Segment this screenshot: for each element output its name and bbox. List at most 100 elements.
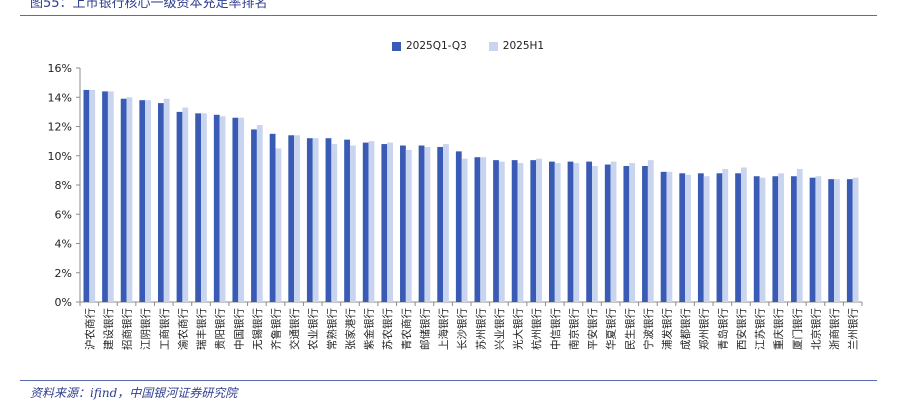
bar-series1 xyxy=(325,138,332,302)
bar-series2 xyxy=(629,163,636,302)
chart-legend: 2025Q1-Q3 2025H1 xyxy=(392,40,566,52)
bar-series1 xyxy=(697,173,704,302)
bar-series2 xyxy=(666,171,673,302)
bar-series2 xyxy=(852,177,859,302)
x-tick-label: 南京银行 xyxy=(567,308,580,350)
bar-series2 xyxy=(722,168,729,302)
y-tick-label: 14% xyxy=(48,91,72,104)
bar-series2 xyxy=(349,145,356,302)
x-tick-label: 西安银行 xyxy=(735,308,748,350)
x-tick-label: 郑州银行 xyxy=(698,308,711,350)
x-tick-label: 交通银行 xyxy=(288,308,301,350)
bar-series2 xyxy=(685,174,691,302)
bar-series1 xyxy=(735,173,741,302)
y-tick-label: 16% xyxy=(48,62,72,75)
bar-series1 xyxy=(381,144,388,302)
bar-series2 xyxy=(163,98,170,303)
bar-series2 xyxy=(703,176,710,302)
bar-series2 xyxy=(461,158,468,302)
bar-series2 xyxy=(107,91,114,303)
x-tick-label: 常熟银行 xyxy=(325,308,338,350)
x-tick-label: 建设银行 xyxy=(102,308,115,350)
bar-series1 xyxy=(418,145,425,302)
x-tick-label: 齐鲁银行 xyxy=(270,308,283,350)
bar-series2 xyxy=(796,168,803,302)
bar-series1 xyxy=(344,139,350,302)
x-tick-label: 民生银行 xyxy=(623,308,636,350)
bar-series2 xyxy=(294,135,300,302)
x-tick-label: 平安银行 xyxy=(586,308,599,350)
x-tick-label: 农业银行 xyxy=(307,308,320,350)
bar-series1 xyxy=(176,111,183,302)
x-tick-label: 沪农商行 xyxy=(83,308,96,350)
bar-series2 xyxy=(201,113,207,303)
bar-series1 xyxy=(251,129,257,302)
x-tick-label: 厦门银行 xyxy=(791,308,804,350)
bar-series1 xyxy=(828,179,835,302)
y-tick-label: 12% xyxy=(48,121,72,134)
bar-series1 xyxy=(586,161,593,302)
legend-label-series2: 2025H1 xyxy=(502,40,545,52)
top-rule xyxy=(20,15,877,16)
x-tick-label: 紫金银行 xyxy=(363,308,376,350)
bar-series2 xyxy=(554,163,561,302)
bar-series1 xyxy=(306,138,313,302)
bar-series1 xyxy=(660,171,667,302)
figure-title: 图55：上市银行核心一级资本充足率排名 xyxy=(30,0,268,11)
x-tick-label: 兰州银行 xyxy=(847,308,860,350)
bar-series2 xyxy=(610,161,617,302)
x-tick-label: 中国银行 xyxy=(232,308,245,350)
x-tick-label: 北京银行 xyxy=(809,308,822,350)
bar-series1 xyxy=(362,142,369,302)
bar-series2 xyxy=(815,176,822,302)
bar-series2 xyxy=(368,141,375,302)
bottom-rule xyxy=(20,380,877,381)
legend-swatch-series2 xyxy=(488,41,498,51)
source-note: 资料来源：ifind，中国银河证券研究院 xyxy=(30,386,238,400)
x-tick-label: 杭州银行 xyxy=(530,308,543,350)
x-tick-label: 光大银行 xyxy=(512,308,525,350)
bar-chart: 0% 2% 4% 6% 8% 10% 12% 14% 16% 沪农商行 建设银行 招商银行 江阴银行 工商… xyxy=(48,62,863,350)
bar-series1 xyxy=(642,165,648,302)
bar-series1 xyxy=(753,176,760,302)
bar-series2 xyxy=(443,144,449,302)
x-tick-label: 工商银行 xyxy=(158,308,171,350)
bar-series1 xyxy=(846,179,853,302)
bar-series1 xyxy=(772,176,779,302)
bar-series1 xyxy=(474,157,481,302)
y-tick-label: 10% xyxy=(48,150,72,163)
x-tick-label: 成都银行 xyxy=(679,308,692,350)
x-tick-label: 张家港行 xyxy=(344,308,357,350)
x-tick-label: 瑞丰银行 xyxy=(195,308,208,350)
bar-series1 xyxy=(288,135,295,302)
bar-series2 xyxy=(740,167,747,302)
x-tick-label: 浙商银行 xyxy=(828,308,841,350)
bar-series2 xyxy=(331,144,338,302)
bar-series2 xyxy=(219,116,226,302)
bar-series1 xyxy=(269,133,276,302)
bar-series1 xyxy=(679,173,686,302)
bar-series1 xyxy=(511,160,518,302)
bar-series2 xyxy=(573,163,580,302)
bar-series1 xyxy=(120,98,127,303)
bar-series2 xyxy=(536,158,542,302)
x-tick-label: 青岛银行 xyxy=(716,308,729,350)
bar-series1 xyxy=(195,113,202,303)
y-tick-label: 2% xyxy=(55,267,72,280)
legend-item-series2: 2025H1 xyxy=(488,40,545,52)
legend-label-series1: 2025Q1-Q3 xyxy=(406,40,467,52)
y-tick-label: 8% xyxy=(55,179,72,192)
x-tick-label: 中信银行 xyxy=(549,308,562,350)
bar-series2 xyxy=(256,125,263,302)
bar-series1 xyxy=(623,165,630,302)
x-tick-label: 兴业银行 xyxy=(493,308,506,350)
legend-item-series1: 2025Q1-Q3 xyxy=(392,40,467,52)
x-tick-label: 重庆银行 xyxy=(772,308,785,350)
bar-series2 xyxy=(517,163,524,302)
bar-series2 xyxy=(312,138,319,302)
bar-series1 xyxy=(437,146,444,302)
bar-series2 xyxy=(126,97,133,302)
x-tick-label: 招商银行 xyxy=(121,308,134,350)
x-tick-label: 上海银行 xyxy=(437,308,450,350)
x-tick-label: 华夏银行 xyxy=(605,308,618,350)
